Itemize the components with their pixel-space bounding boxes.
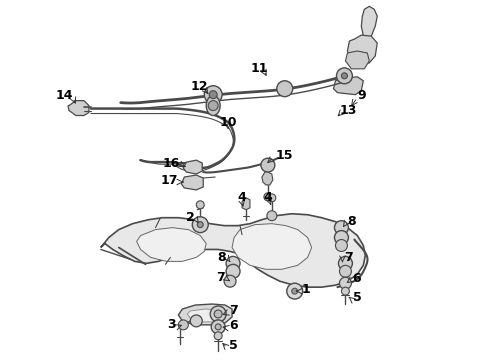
Text: 5: 5 (229, 339, 238, 352)
Text: 4: 4 (238, 192, 246, 204)
Circle shape (264, 193, 272, 201)
Text: 7: 7 (229, 305, 238, 318)
Circle shape (340, 277, 351, 289)
Circle shape (335, 221, 348, 235)
Circle shape (210, 306, 226, 322)
Text: 12: 12 (191, 80, 208, 93)
Text: 6: 6 (352, 272, 361, 285)
Circle shape (197, 222, 203, 228)
Polygon shape (101, 214, 366, 287)
Ellipse shape (206, 96, 220, 116)
Circle shape (224, 275, 236, 287)
Polygon shape (137, 228, 206, 261)
Circle shape (287, 283, 303, 299)
Text: 14: 14 (55, 89, 73, 102)
Circle shape (196, 201, 204, 209)
Text: 1: 1 (302, 283, 311, 296)
Text: 2: 2 (186, 211, 195, 224)
Polygon shape (183, 160, 202, 174)
Circle shape (211, 320, 225, 334)
Text: 6: 6 (229, 319, 238, 332)
Polygon shape (262, 172, 273, 185)
Circle shape (208, 100, 218, 111)
Polygon shape (232, 224, 312, 269)
Circle shape (292, 288, 298, 294)
Circle shape (342, 287, 349, 295)
Circle shape (342, 73, 347, 79)
Text: 9: 9 (357, 89, 366, 102)
Text: 8: 8 (347, 215, 356, 228)
Circle shape (339, 256, 352, 270)
Polygon shape (347, 35, 377, 65)
Text: 5: 5 (353, 291, 362, 303)
Polygon shape (178, 304, 232, 325)
Circle shape (336, 239, 347, 251)
Circle shape (209, 91, 217, 99)
Text: 7: 7 (217, 271, 225, 284)
Circle shape (190, 315, 202, 327)
Circle shape (340, 265, 351, 277)
Polygon shape (242, 198, 250, 210)
Polygon shape (361, 6, 377, 41)
Circle shape (204, 86, 222, 104)
Text: 16: 16 (163, 157, 180, 170)
Circle shape (214, 310, 222, 318)
Circle shape (214, 332, 222, 340)
Circle shape (226, 264, 240, 278)
Text: 11: 11 (250, 62, 268, 75)
Text: 13: 13 (340, 104, 357, 117)
Circle shape (268, 194, 276, 202)
Circle shape (178, 320, 188, 330)
Polygon shape (334, 77, 363, 95)
Text: 17: 17 (161, 174, 178, 186)
Polygon shape (345, 51, 369, 69)
Circle shape (192, 217, 208, 233)
Circle shape (277, 81, 293, 96)
Polygon shape (181, 175, 203, 190)
Circle shape (226, 256, 240, 270)
Polygon shape (68, 100, 89, 116)
Polygon shape (187, 309, 226, 322)
Text: 15: 15 (276, 149, 294, 162)
Circle shape (261, 158, 275, 172)
Text: 7: 7 (344, 251, 353, 264)
Circle shape (215, 324, 221, 330)
Circle shape (335, 231, 348, 244)
Text: 4: 4 (264, 192, 272, 204)
Text: 8: 8 (218, 251, 226, 264)
Circle shape (267, 211, 277, 221)
Text: 10: 10 (220, 116, 237, 129)
Text: 3: 3 (167, 318, 175, 331)
Circle shape (337, 68, 352, 84)
